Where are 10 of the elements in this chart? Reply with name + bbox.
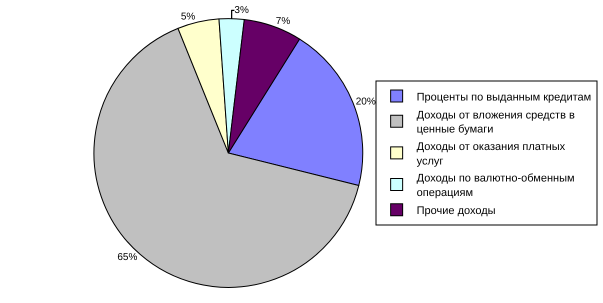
- legend-label: Доходы по валютно-обменным операциям: [416, 172, 575, 199]
- data-label: 7%: [276, 16, 290, 27]
- legend-label: Проценты по выданным кредитам: [416, 91, 592, 104]
- data-label: 3%: [234, 4, 249, 16]
- legend-label: Прочие доходы: [416, 205, 496, 218]
- data-label: 65%: [117, 252, 138, 264]
- data-label: 20%: [356, 96, 376, 108]
- legend-label: Доходы от вложения средств в ценные бумаги: [416, 109, 575, 136]
- legend-label: Доходы от оказания платных услуг: [416, 141, 566, 168]
- data-label: 5%: [180, 11, 196, 22]
